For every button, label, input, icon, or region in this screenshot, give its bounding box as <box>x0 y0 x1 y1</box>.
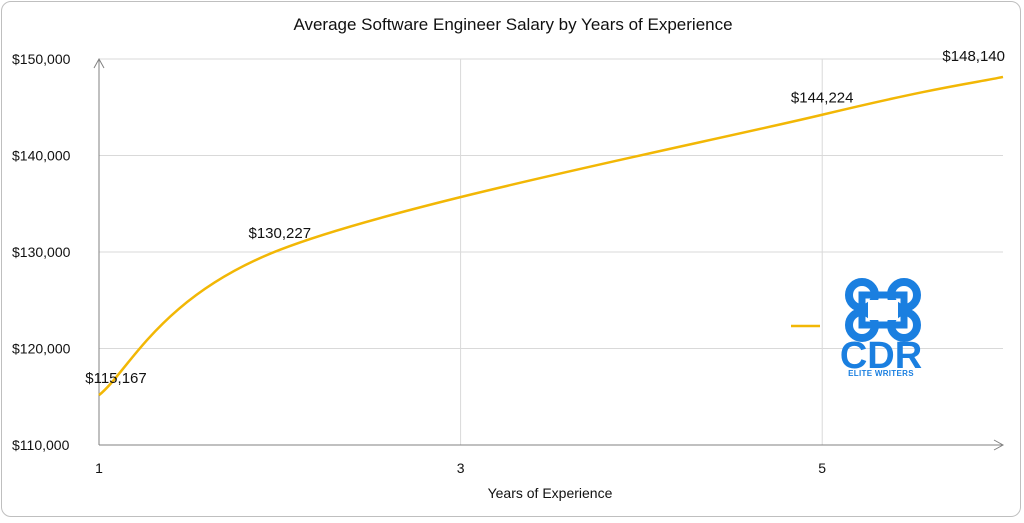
series-lines <box>98 75 1004 397</box>
y-tick-label: $110,000 <box>12 437 70 453</box>
y-tick-label: $140,000 <box>12 148 71 164</box>
logo-subtitle: ELITE WRITERS <box>848 369 914 378</box>
series-line <box>98 75 1004 397</box>
logo: CDR ELITE WRITERS <box>840 278 922 378</box>
data-label: $130,227 <box>249 225 312 242</box>
data-label: $115,167 <box>85 370 146 387</box>
x-axis-arrow <box>993 439 1005 451</box>
x-tick-labels: 1 3 5 <box>95 460 826 476</box>
y-axis-arrow <box>93 57 105 69</box>
chart-title: Average Software Engineer Salary by Year… <box>293 15 732 34</box>
data-labels: $115,167 $130,227 $144,224 $148,140 <box>85 48 1005 387</box>
y-tick-label: $150,000 <box>12 51 71 67</box>
axes <box>93 57 1005 451</box>
grid-lines <box>99 58 1003 445</box>
x-axis-title: Years of Experience <box>488 485 613 501</box>
data-label: $144,224 <box>791 90 854 107</box>
x-tick-label: 3 <box>457 460 465 476</box>
x-tick-label: 1 <box>95 460 103 476</box>
data-label: $148,140 <box>942 48 1005 65</box>
logo-text: CDR <box>840 335 922 377</box>
y-tick-label: $120,000 <box>12 341 71 357</box>
x-tick-label: 5 <box>818 460 826 476</box>
y-tick-labels: $110,000 $120,000 $130,000 $140,000 $150,000 <box>12 51 71 453</box>
y-tick-label: $130,000 <box>12 244 71 260</box>
